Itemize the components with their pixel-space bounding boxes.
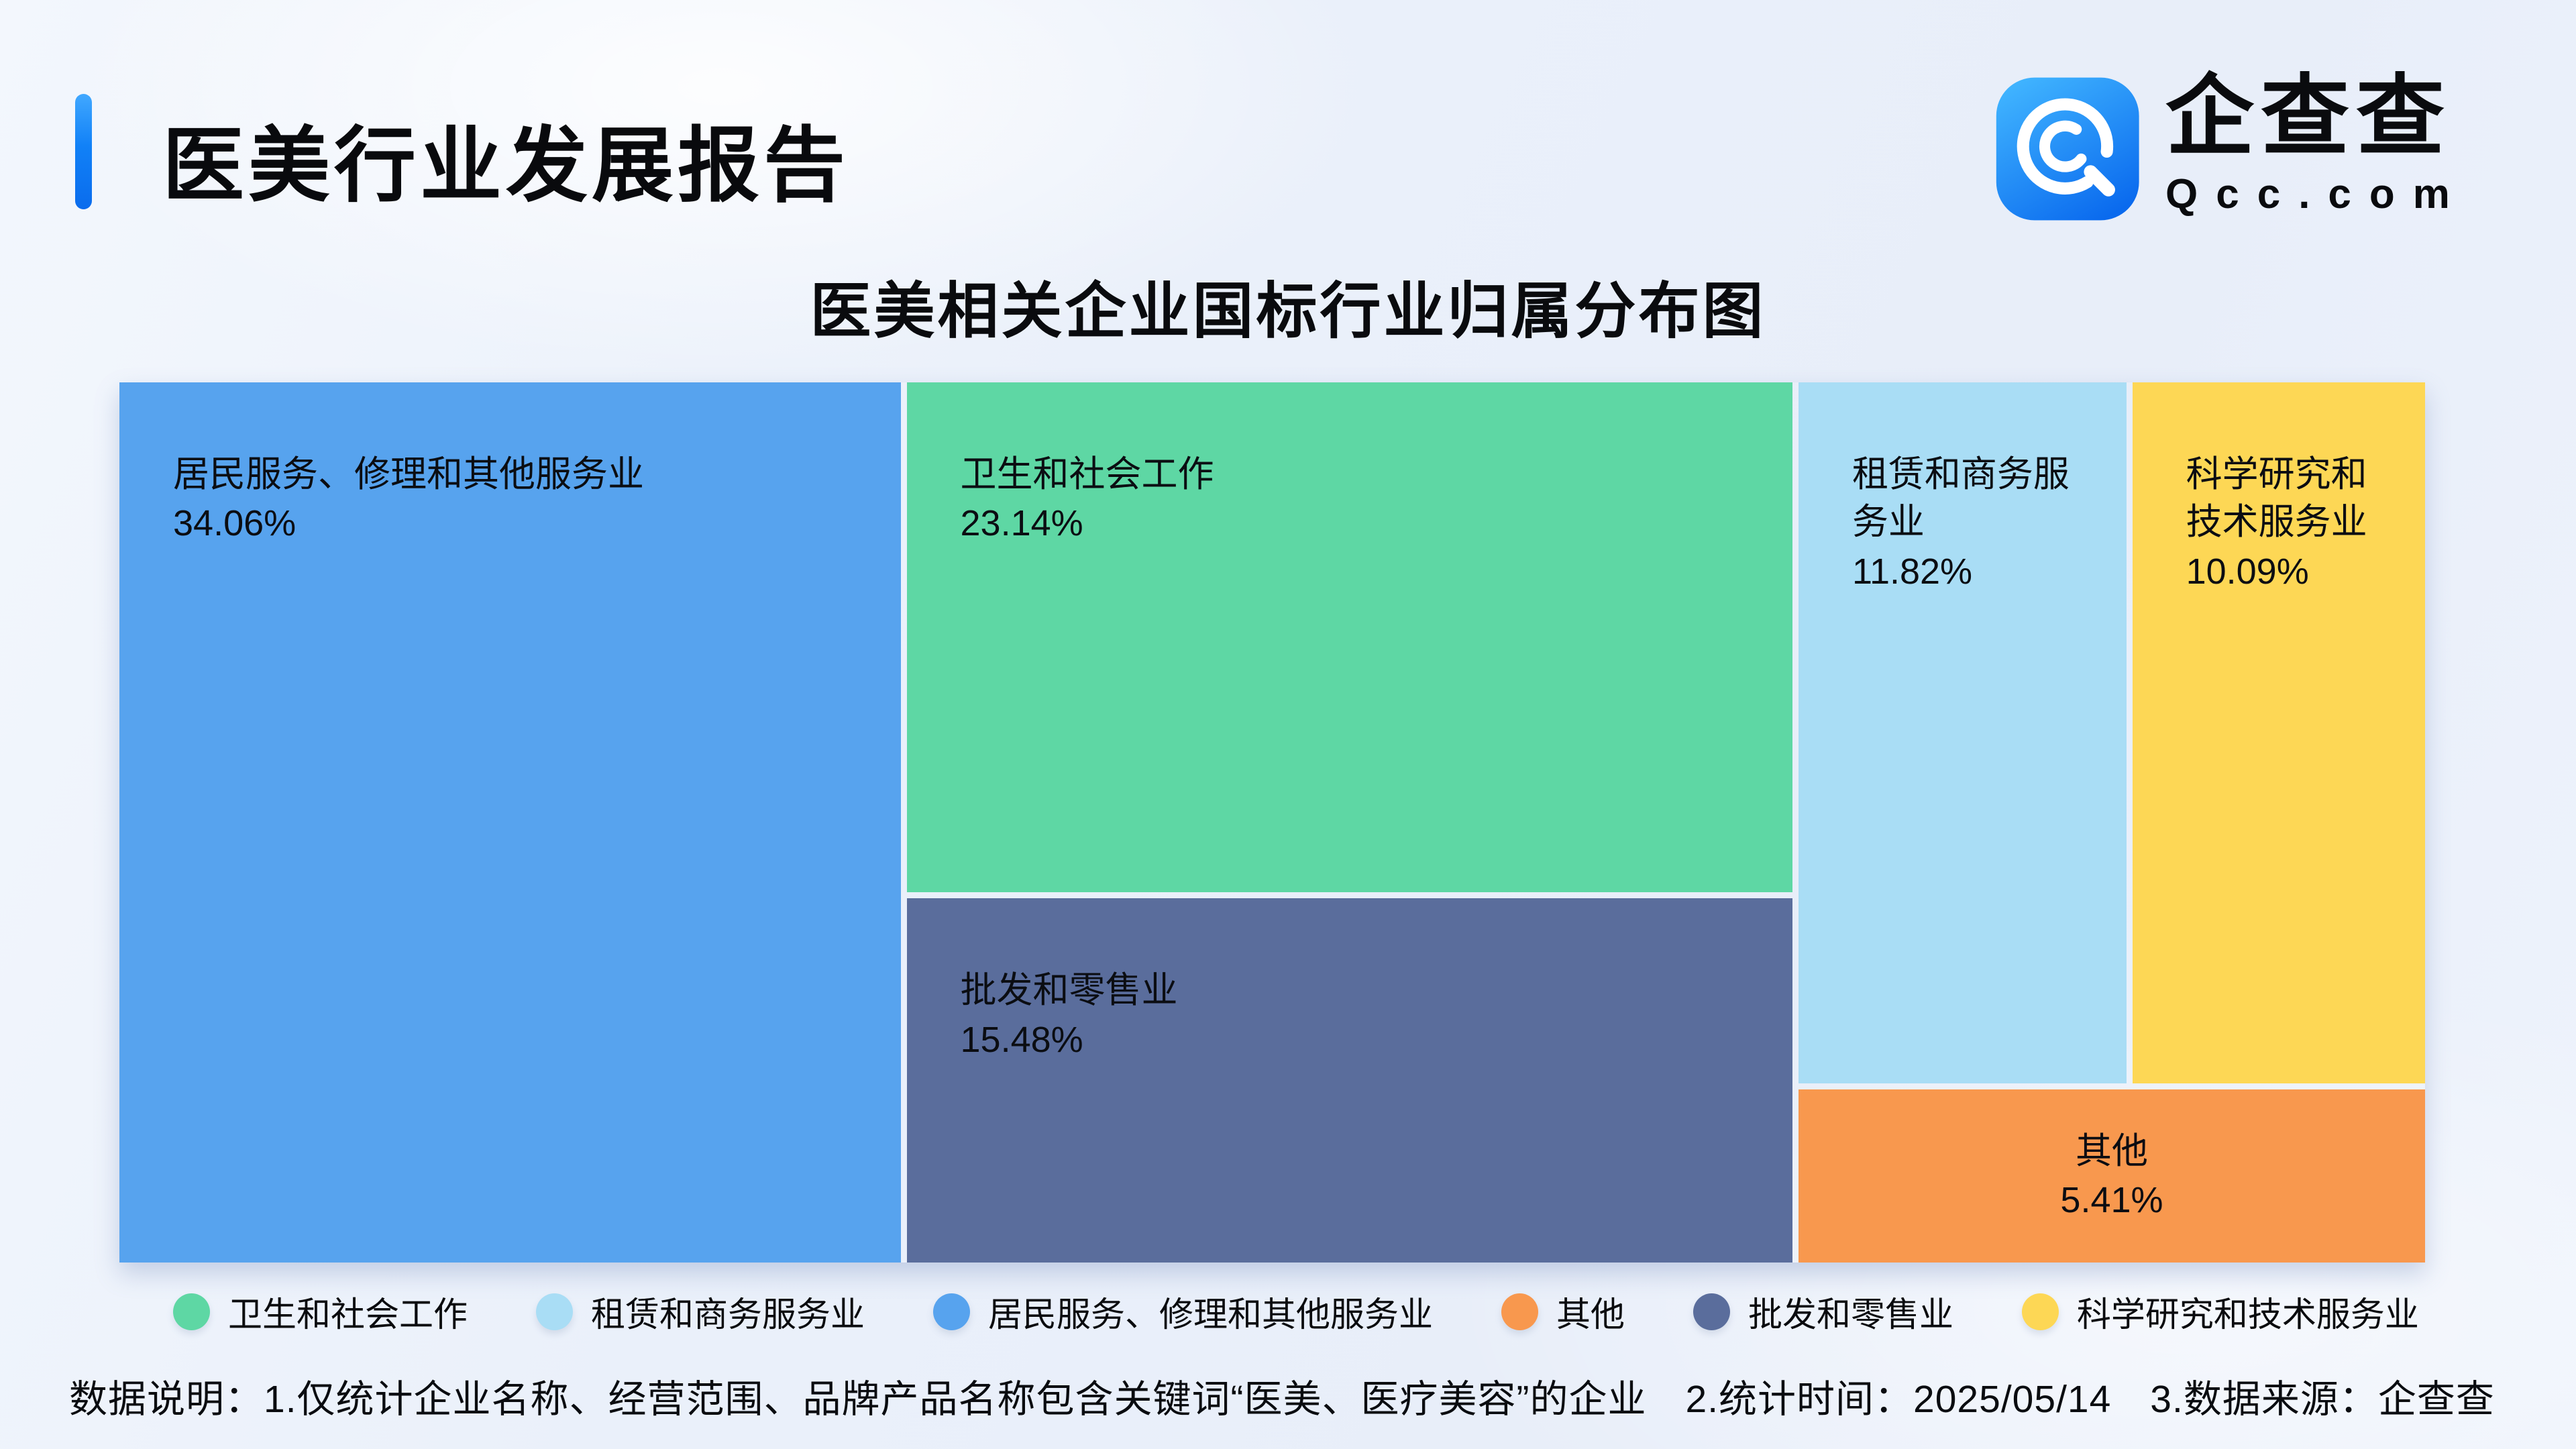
legend-item-health: 卫生和社会工作 — [173, 1287, 468, 1336]
legend-item-wholesale: 批发和零售业 — [1693, 1287, 1953, 1336]
legend: 卫生和社会工作 租赁和商务服务业 居民服务、修理和其他服务业 其他 批发和零售业 科学研究… — [173, 1289, 2419, 1334]
qcc-logo: 企查查 Qcc.com — [1994, 72, 2468, 225]
legend-label: 科学研究和技术服务业 — [2076, 1295, 2419, 1334]
treemap-cell-value: 5.41% — [2060, 1179, 2163, 1220]
treemap-cell-health: 卫生和社会工作 23.14% — [906, 382, 1792, 893]
legend-item-science: 科学研究和技术服务业 — [2021, 1287, 2419, 1336]
treemap-column-2: 卫生和社会工作 23.14% 批发和零售业 15.48% — [906, 382, 1792, 1263]
treemap-subrow-1: 租赁和商务服务业 11.82% 科学研究和技术服务业 10.09% — [1798, 382, 2426, 1083]
legend-label: 批发和零售业 — [1748, 1295, 1953, 1334]
treemap-cell-science: 科学研究和技术服务业 10.09% — [2132, 382, 2426, 1083]
footnote: 数据说明：1.仅统计企业名称、经营范围、品牌产品名称包含关键词“医美、医疗美容”… — [69, 1378, 2495, 1421]
header-accent-bar — [75, 94, 92, 209]
legend-dot-icon — [535, 1293, 573, 1330]
treemap-cell-label: 科学研究和技术服务业 — [2186, 454, 2367, 543]
qcc-logo-icon — [1994, 72, 2147, 225]
treemap-cell-other: 其他 5.41% — [1798, 1089, 2426, 1263]
legend-dot-icon — [2021, 1293, 2059, 1330]
treemap-cell-label: 卫生和社会工作 — [960, 454, 1214, 494]
chart-title: 医美相关企业国标行业归属分布图 — [810, 278, 1766, 345]
treemap: 居民服务、修理和其他服务业 34.06% 卫生和社会工作 23.14% 批发和零售业 15… — [119, 382, 2426, 1263]
treemap-subrow-2: 其他 5.41% — [1798, 1089, 2426, 1263]
treemap-cell-value: 23.14% — [960, 503, 1083, 544]
legend-label: 居民服务、修理和其他服务业 — [987, 1295, 1433, 1334]
treemap-cell-value: 11.82% — [1851, 551, 1973, 592]
brand-domain: Qcc.com — [2165, 171, 2468, 217]
page-title: 医美行业发展报告 — [162, 120, 849, 211]
legend-label: 租赁和商务服务业 — [590, 1295, 865, 1334]
treemap-cell-resident: 居民服务、修理和其他服务业 34.06% — [119, 382, 901, 1263]
legend-dot-icon — [932, 1293, 970, 1330]
treemap-column-1: 居民服务、修理和其他服务业 34.06% — [119, 382, 901, 1263]
legend-label: 卫生和社会工作 — [228, 1295, 468, 1334]
treemap-cell-value: 15.48% — [960, 1019, 1083, 1060]
legend-label: 其他 — [1556, 1295, 1625, 1334]
legend-dot-icon — [1501, 1293, 1538, 1330]
legend-item-leasing: 租赁和商务服务业 — [535, 1287, 865, 1336]
treemap-cell-leasing: 租赁和商务服务业 11.82% — [1798, 382, 2127, 1083]
treemap-cell-wholesale: 批发和零售业 15.48% — [906, 898, 1792, 1263]
treemap-cell-value: 34.06% — [173, 503, 297, 544]
treemap-column-3: 租赁和商务服务业 11.82% 科学研究和技术服务业 10.09% 其他 5.41% — [1798, 382, 2426, 1263]
qcc-logo-text: 企查查 Qcc.com — [2165, 72, 2468, 218]
treemap-cell-value: 10.09% — [2186, 551, 2309, 592]
legend-dot-icon — [1693, 1293, 1730, 1330]
legend-dot-icon — [173, 1293, 210, 1330]
brand-name: 企查查 — [2165, 67, 2451, 166]
legend-item-resident: 居民服务、修理和其他服务业 — [932, 1287, 1433, 1336]
legend-item-other: 其他 — [1501, 1287, 1625, 1336]
treemap-cell-label: 租赁和商务服务业 — [1851, 454, 2070, 543]
treemap-cell-label: 居民服务、修理和其他服务业 — [173, 454, 644, 494]
treemap-cell-label: 其他 — [2075, 1130, 2148, 1171]
treemap-cell-label: 批发和零售业 — [960, 970, 1178, 1011]
